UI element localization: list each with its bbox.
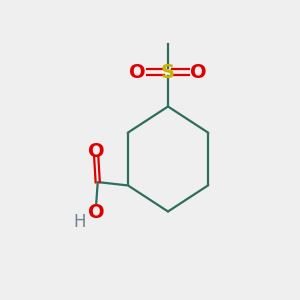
Text: O: O (88, 142, 104, 161)
Text: O: O (129, 62, 146, 82)
Text: O: O (88, 203, 104, 222)
Text: S: S (161, 62, 175, 82)
Text: O: O (190, 62, 207, 82)
Text: H: H (74, 213, 86, 231)
